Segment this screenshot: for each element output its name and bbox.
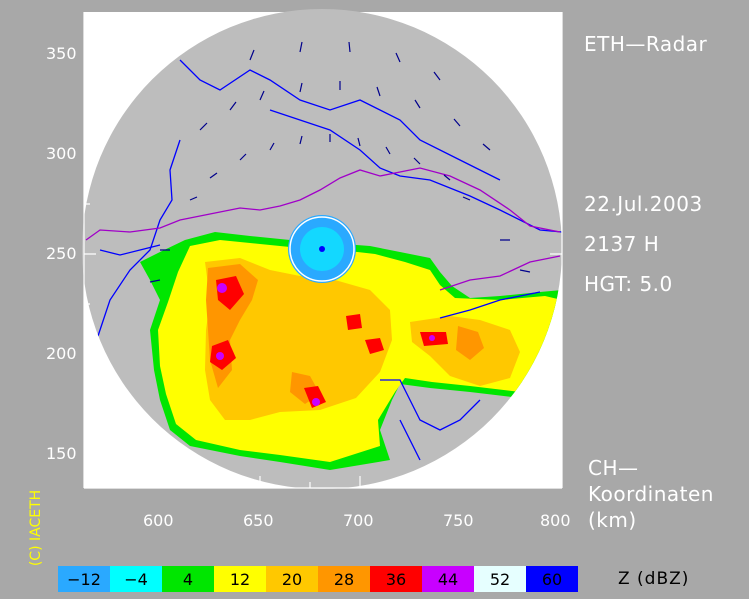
echo-red-6 <box>346 314 362 330</box>
coords-label-3: (km) <box>588 508 637 532</box>
rivers-lakes <box>89 59 562 461</box>
legend-item: 36 <box>370 566 422 592</box>
range-ring <box>289 216 355 282</box>
echo-red-4 <box>365 338 384 354</box>
y-tick-300: 300 <box>46 144 77 163</box>
axis-ticks <box>83 12 563 489</box>
x-tick-650: 650 <box>243 511 274 530</box>
legend-item: −12 <box>58 566 110 592</box>
legend-item: 28 <box>318 566 370 592</box>
coords-label-2: Koordinaten <box>588 482 714 506</box>
echo-dark-orange-3 <box>456 326 484 360</box>
legend-item: 12 <box>214 566 266 592</box>
legend-item: 60 <box>526 566 578 592</box>
x-tick-800: 800 <box>540 511 571 530</box>
echo-purple-3 <box>312 398 320 406</box>
x-tick-750: 750 <box>443 511 474 530</box>
coords-label-1: CH— <box>588 456 639 480</box>
legend-item: 20 <box>266 566 318 592</box>
y-tick-350: 350 <box>46 44 77 63</box>
legend-unit: Z (dBZ) <box>618 569 690 589</box>
title: ETH—Radar <box>584 32 708 56</box>
height: HGT: 5.0 <box>584 272 673 296</box>
legend-item: 52 <box>474 566 526 592</box>
echo-purple-1 <box>217 283 227 293</box>
legend-item: 44 <box>422 566 474 592</box>
legend-item: 4 <box>162 566 214 592</box>
radar-site <box>319 246 325 252</box>
range-ticks <box>149 41 531 283</box>
x-tick-600: 600 <box>143 511 174 530</box>
color-legend: −12 −4 4 12 20 28 36 44 52 60 <box>58 566 578 592</box>
time: 2137 H <box>584 232 660 256</box>
x-tick-700: 700 <box>343 511 374 530</box>
echo-red-3 <box>304 386 326 408</box>
date: 22.Jul.2003 <box>584 192 703 216</box>
credit: (C) IACETH <box>28 489 44 567</box>
y-tick-150: 150 <box>46 444 77 463</box>
echo-purple-2 <box>216 352 224 360</box>
legend-item: −4 <box>110 566 162 592</box>
echo-purple-4 <box>429 335 435 341</box>
y-tick-250: 250 <box>46 244 77 263</box>
y-tick-200: 200 <box>46 344 77 363</box>
